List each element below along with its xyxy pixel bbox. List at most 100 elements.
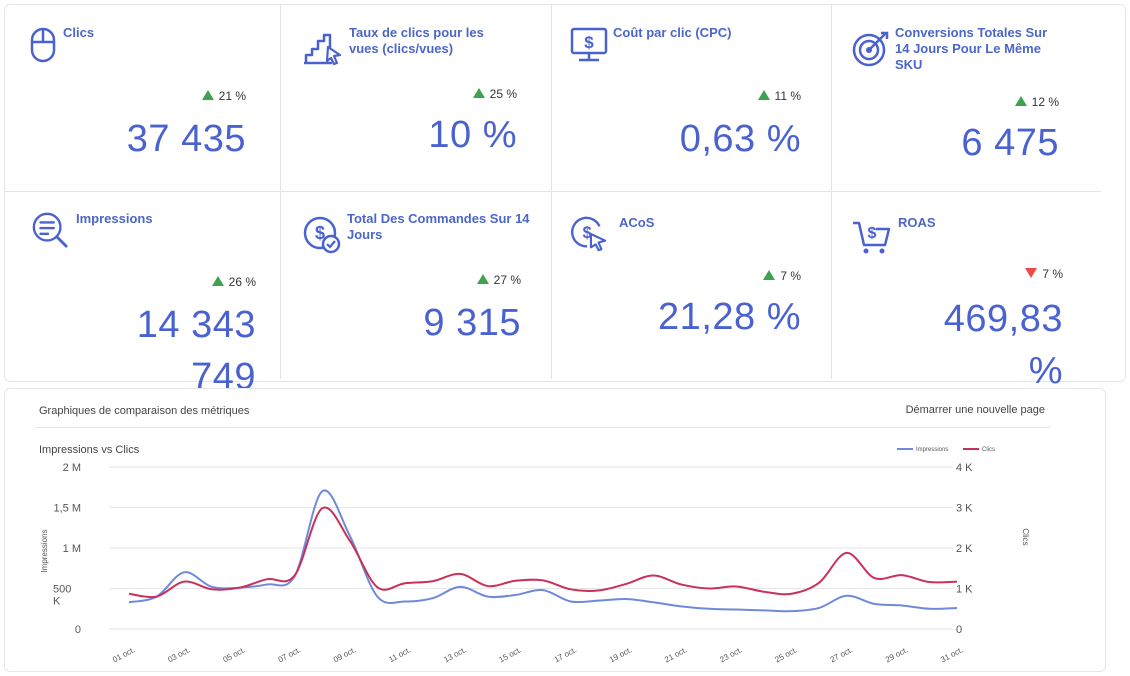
x-tick-label: 25 oct. <box>774 645 799 664</box>
kpi-title: Impressions <box>76 211 153 226</box>
kpi-delta: 27 % <box>476 273 521 287</box>
x-tick-label: 15 oct. <box>498 645 523 664</box>
svg-text:$: $ <box>584 33 594 52</box>
x-tick-label: 07 oct. <box>277 645 302 664</box>
series-line-clics <box>128 506 958 599</box>
mouse-icon <box>23 25 63 65</box>
x-tick-label: 27 oct. <box>829 645 854 664</box>
x-tick-label: 13 oct. <box>442 645 467 664</box>
chart-panel: Graphiques de comparaison des métriques … <box>4 388 1106 672</box>
kpi-card-ctr[interactable]: Taux de clics pour les vues (clics/vues)… <box>280 5 551 191</box>
kpi-delta: 21 % <box>201 89 246 103</box>
x-tick-label: 21 oct. <box>663 645 688 664</box>
search-doc-icon <box>31 211 69 249</box>
chart-cursor-icon <box>302 25 346 69</box>
divider <box>280 5 281 379</box>
trend-up-icon <box>763 270 776 280</box>
target-icon <box>851 29 891 69</box>
kpi-value: 9 315 <box>423 302 521 344</box>
new-page-button[interactable]: Démarrer une nouvelle page <box>905 404 1045 416</box>
kpi-card-acos[interactable]: $ ACoS 7 % 21,28 % <box>551 191 831 381</box>
kpi-value: 6 475 <box>961 122 1059 164</box>
x-tick-label: 03 oct. <box>166 645 191 664</box>
x-tick-label: 09 oct. <box>332 645 357 664</box>
x-axis: 01 oct. 03 oct. 05 oct. 07 oct. 09 oct. 11 oc… <box>111 645 964 664</box>
kpi-title: Clics <box>63 25 95 40</box>
series-line-impressions <box>128 489 958 613</box>
y2-tick-label: 3 K <box>956 503 973 515</box>
legend-label: Impressions <box>916 447 948 453</box>
y2-tick-label: 4 K <box>956 462 973 474</box>
trend-up-icon <box>757 90 770 100</box>
y-axis-left: 2 M 1,5 M 1 M 500 K 0 <box>53 462 81 636</box>
cart-dollar-icon: $ <box>851 215 891 255</box>
trend-up-icon <box>201 90 214 100</box>
kpi-value: 469,83 % <box>943 298 1063 392</box>
divider <box>831 5 832 379</box>
y2-tick-label: 1 K <box>956 584 973 596</box>
kpi-value: 21,28 % <box>658 296 801 338</box>
kpi-title: Conversions Totales Sur 14 Jours Pour Le… <box>895 25 1048 72</box>
impressions-vs-clics-chart: Impressions vs Clics 2 M 1,5 M 1 M 500 K 0 4 … <box>39 444 1030 664</box>
y-tick-label: 1,5 M <box>53 503 81 515</box>
kpi-title: ROAS <box>898 215 936 230</box>
y-tick-label: 1 M <box>63 543 81 555</box>
kpi-delta: 25 % <box>472 87 517 101</box>
x-tick-label: 17 oct. <box>553 645 578 664</box>
divider <box>551 5 552 379</box>
x-tick-label: 29 oct. <box>884 645 909 664</box>
svg-text:$: $ <box>315 223 325 243</box>
x-tick-label: 11 oct. <box>387 645 412 664</box>
kpi-value: 0,63 % <box>679 118 801 160</box>
kpi-card-impressions[interactable]: Impressions 26 % 14 343 749 <box>5 191 280 398</box>
divider <box>5 191 1101 192</box>
kpi-card-conversions[interactable]: Conversions Totales Sur 14 Jours Pour Le… <box>831 5 1101 191</box>
kpi-title: Taux de clics pour les vues (clics/vues) <box>349 25 484 56</box>
x-tick-label: 19 oct. <box>608 645 633 664</box>
kpi-value: 10 % <box>428 114 517 156</box>
panel-title: Graphiques de comparaison des métriques <box>39 405 250 417</box>
svg-text:$: $ <box>868 225 877 242</box>
kpi-card-clics[interactable]: Clics 21 % 37 435 <box>5 5 280 191</box>
trend-up-icon <box>476 274 489 284</box>
y2-tick-label: 2 K <box>956 543 973 555</box>
chart-series <box>128 489 958 613</box>
x-tick-label: 23 oct. <box>718 645 743 664</box>
y-tick-label: 0 <box>75 624 81 636</box>
y-tick-label: 2 M <box>63 462 81 474</box>
kpi-delta: 12 % <box>1014 95 1059 109</box>
x-tick-label: 31 oct. <box>939 645 964 664</box>
kpi-title: ACoS <box>619 215 655 230</box>
trend-up-icon <box>1014 96 1027 106</box>
svg-text:$: $ <box>583 224 592 242</box>
y-tick-label: 500 K <box>53 584 71 608</box>
dollar-check-icon: $ <box>302 215 342 255</box>
kpi-card-orders[interactable]: $ Total Des Commandes Sur 14 Jours 27 % … <box>280 191 551 381</box>
kpi-delta: 7 % <box>763 269 801 283</box>
kpi-panel: Clics 21 % 37 435 Taux de clics pour les… <box>4 4 1126 398</box>
chart-legend: Impressions Clics <box>897 447 995 453</box>
monitor-dollar-icon: $ <box>569 25 609 65</box>
x-tick-label: 05 oct. <box>222 645 247 664</box>
y2-tick-label: 0 <box>956 624 962 636</box>
kpi-delta: 11 % <box>757 89 801 103</box>
kpi-delta: 26 % <box>211 275 256 289</box>
kpi-title: Coût par clic (CPC) <box>613 25 732 40</box>
dollar-cursor-icon: $ <box>571 215 609 253</box>
chart-grid <box>109 466 953 630</box>
kpi-delta: 7 % <box>1025 267 1063 281</box>
kpi-card-cpc[interactable]: $ Coût par clic (CPC) 11 % 0,63 % <box>551 5 831 191</box>
y-axis-label: Impressions <box>40 529 49 572</box>
legend-label: Clics <box>982 447 995 453</box>
kpi-card-roas[interactable]: $ ROAS 7 % 469,83 % <box>831 191 1101 392</box>
kpi-value: 37 435 <box>126 118 246 160</box>
y-axis-right: 4 K 3 K 2 K 1 K 0 <box>956 462 973 636</box>
y2-axis-label: Clics <box>1021 528 1030 545</box>
chart-title: Impressions vs Clics <box>39 444 140 456</box>
trend-up-icon <box>472 88 485 98</box>
x-tick-label: 01 oct. <box>111 645 136 664</box>
trend-down-icon <box>1025 268 1038 278</box>
divider <box>35 427 1051 428</box>
trend-up-icon <box>211 276 224 286</box>
kpi-title: Total Des Commandes Sur 14 Jours <box>347 211 530 242</box>
